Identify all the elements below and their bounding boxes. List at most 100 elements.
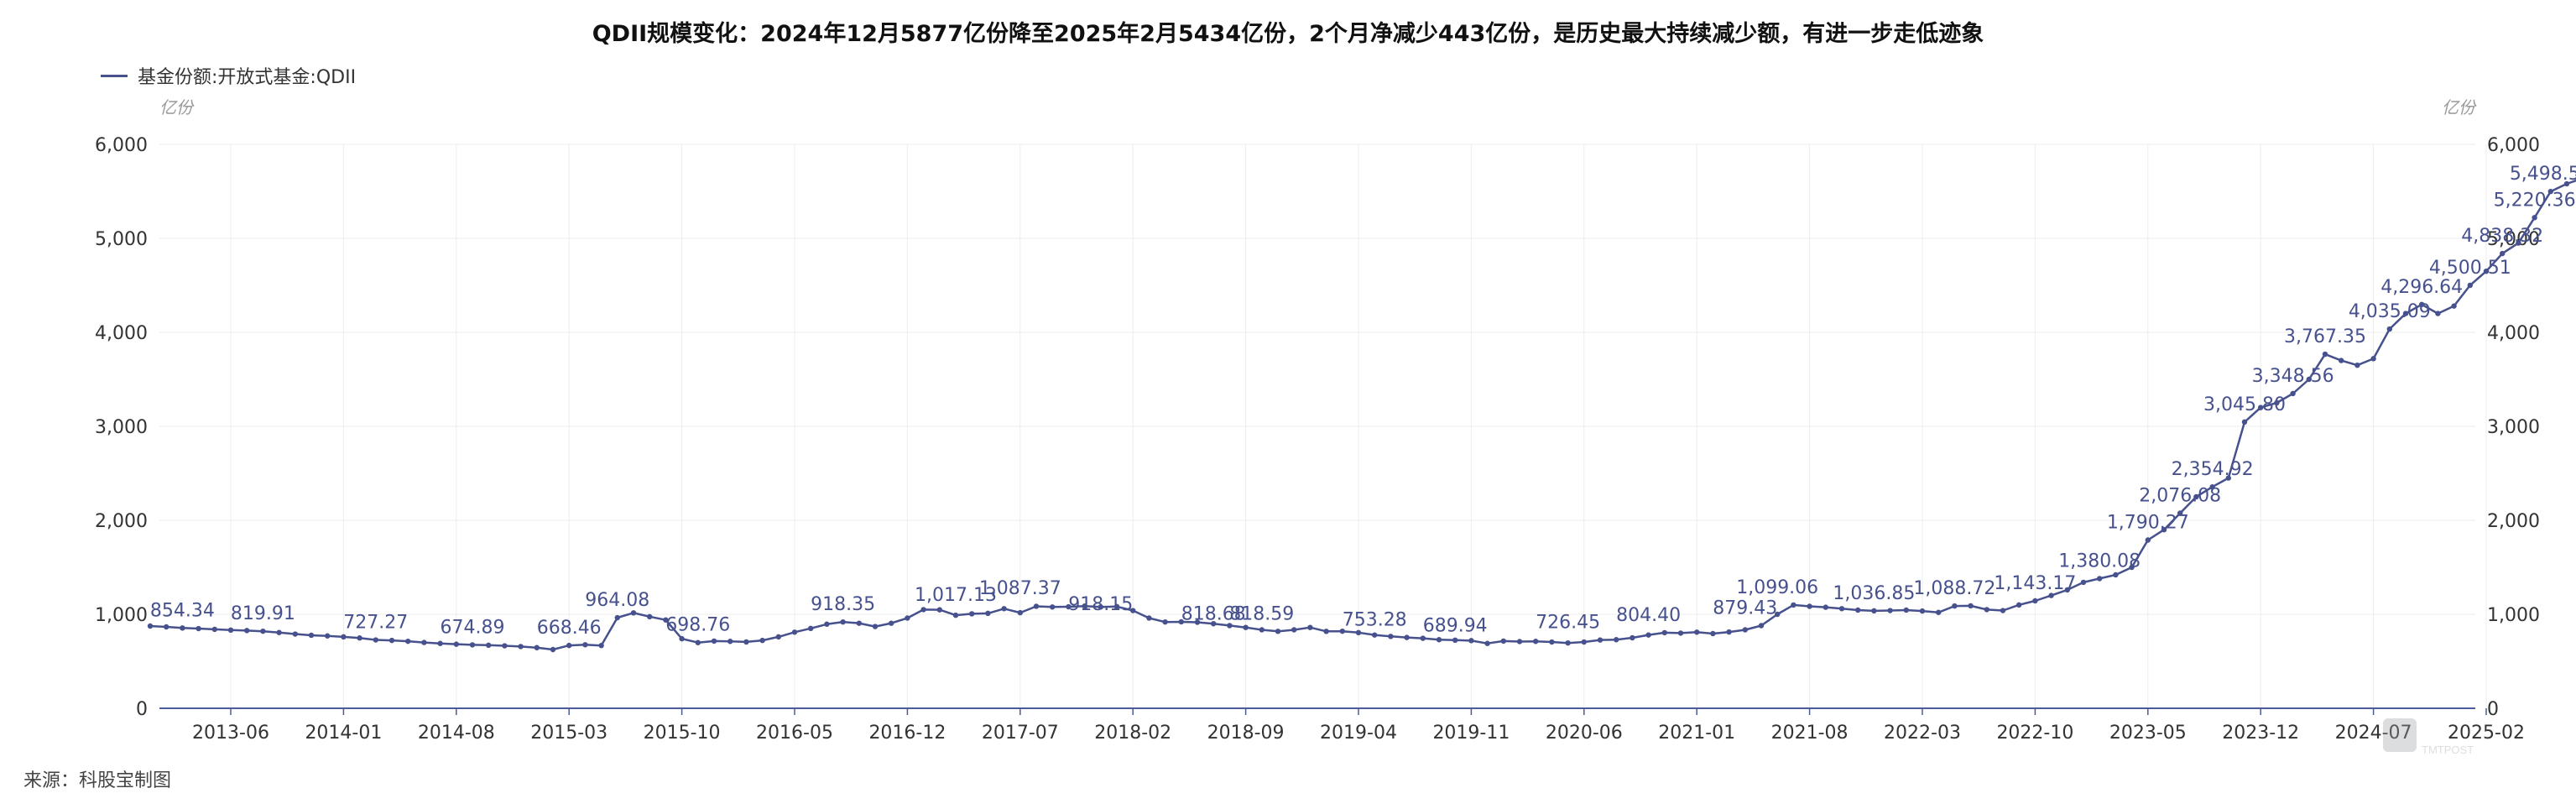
data-point [518, 644, 524, 650]
data-point [2354, 363, 2360, 368]
legend-line-swatch [101, 74, 128, 77]
y-tick-label-left: 2,000 [95, 511, 148, 532]
data-point [1050, 604, 1056, 610]
data-point [2386, 326, 2392, 332]
data-label: 726.45 [1536, 613, 1600, 634]
x-tick-label: 2024-07 [2335, 723, 2412, 744]
data-point [227, 627, 234, 634]
data-point [1436, 637, 1442, 643]
data-point [2048, 592, 2054, 598]
data-label: 2,076.08 [2139, 485, 2221, 506]
data-point [1630, 634, 1635, 641]
data-point [1227, 623, 1233, 629]
data-point [1388, 634, 1394, 639]
data-point [1710, 630, 1716, 637]
series-line [149, 179, 2576, 651]
x-tick-label: 2025-02 [2448, 723, 2525, 744]
data-point [2258, 404, 2264, 410]
data-point [663, 617, 669, 623]
y-tick-label-right: 1,000 [2487, 605, 2540, 626]
data-point [582, 642, 588, 648]
data-point [1726, 629, 1732, 635]
data-point [2064, 587, 2070, 593]
data-point [1420, 635, 1426, 641]
data-point [308, 632, 315, 639]
data-label: 818.68 [1181, 603, 1246, 624]
data-point [1516, 639, 1523, 645]
data-point [502, 643, 508, 649]
data-point [2209, 484, 2215, 490]
data-label: 964.08 [585, 590, 649, 611]
data-point [469, 642, 476, 648]
data-label: 668.46 [537, 618, 602, 639]
data-point [486, 642, 492, 649]
y-tick-label-right: 3,000 [2487, 417, 2540, 438]
data-point [211, 626, 217, 633]
data-point [2145, 537, 2151, 543]
right-axis-unit: 亿份 [2442, 97, 2475, 117]
data-point [1645, 632, 1651, 638]
data-point [2097, 576, 2103, 582]
data-point [1758, 623, 1765, 629]
data-point [1452, 637, 1458, 643]
data-point [1243, 624, 1249, 630]
data-point [856, 620, 862, 626]
data-point [1468, 638, 1474, 644]
data-point [1984, 607, 1989, 613]
data-point [985, 610, 991, 617]
data-point [1082, 603, 1087, 609]
x-tick-label: 2016-05 [756, 723, 833, 744]
data-point [405, 638, 411, 645]
data-label: 2,354.92 [2172, 459, 2254, 480]
legend[interactable]: 基金份额:开放式基金:QDII [101, 62, 356, 89]
data-label: 1,017.13 [915, 585, 997, 606]
x-tick-label: 2018-02 [1094, 723, 1171, 744]
data-point [388, 637, 395, 644]
data-label: 4,838.32 [2461, 226, 2543, 247]
data-label: 4,035.09 [2349, 301, 2431, 322]
grid-lines [159, 144, 2487, 708]
legend-label: 基金份额:开放式基金:QDII [138, 67, 357, 88]
data-label: 5,498.59 [2510, 164, 2576, 185]
data-label: 1,143.17 [1994, 573, 2076, 594]
data-point [598, 642, 604, 649]
data-point [2113, 572, 2119, 578]
data-point [1066, 603, 1072, 610]
data-point [1855, 607, 1861, 613]
data-point [1404, 634, 1410, 640]
data-point [1484, 640, 1490, 646]
data-point [2483, 269, 2490, 274]
y-tick-label-right: 2,000 [2487, 511, 2540, 532]
data-point [1339, 628, 1346, 634]
data-point [1775, 611, 1781, 618]
data-point [1871, 608, 1877, 614]
data-point [534, 645, 540, 650]
y-tick-label-left: 1,000 [95, 605, 148, 626]
data-label: 3,767.35 [2284, 326, 2366, 347]
data-point [679, 635, 685, 642]
data-point [292, 631, 298, 637]
data-label: 854.34 [150, 600, 215, 621]
y-tick-label-right: 6,000 [2487, 135, 2540, 156]
data-point [566, 642, 572, 649]
data-point [2435, 311, 2441, 316]
data-point [341, 634, 347, 640]
data-label: 689.94 [1423, 616, 1488, 637]
x-tick-label: 2021-08 [1771, 723, 1849, 744]
data-point [453, 641, 459, 647]
source-note: 来源：科股宝制图 [23, 770, 172, 791]
data-point [920, 607, 926, 613]
data-point [1355, 629, 1362, 636]
watermark-logo: TMTPOST [2383, 718, 2474, 756]
chart-title: QDII规模变化：2024年12月5877亿份降至2025年2月5434亿份，2… [592, 21, 1984, 47]
data-point [1694, 629, 1700, 635]
data-label: 4,500.51 [2429, 258, 2511, 279]
data-point [759, 637, 765, 644]
x-tick-label: 2014-01 [305, 723, 382, 744]
data-point [1146, 615, 1152, 621]
data-point [2016, 602, 2022, 608]
data-point [2532, 215, 2537, 221]
data-point [2339, 358, 2344, 363]
data-point [1017, 609, 1024, 616]
x-tick-label: 2020-06 [1546, 723, 1623, 744]
